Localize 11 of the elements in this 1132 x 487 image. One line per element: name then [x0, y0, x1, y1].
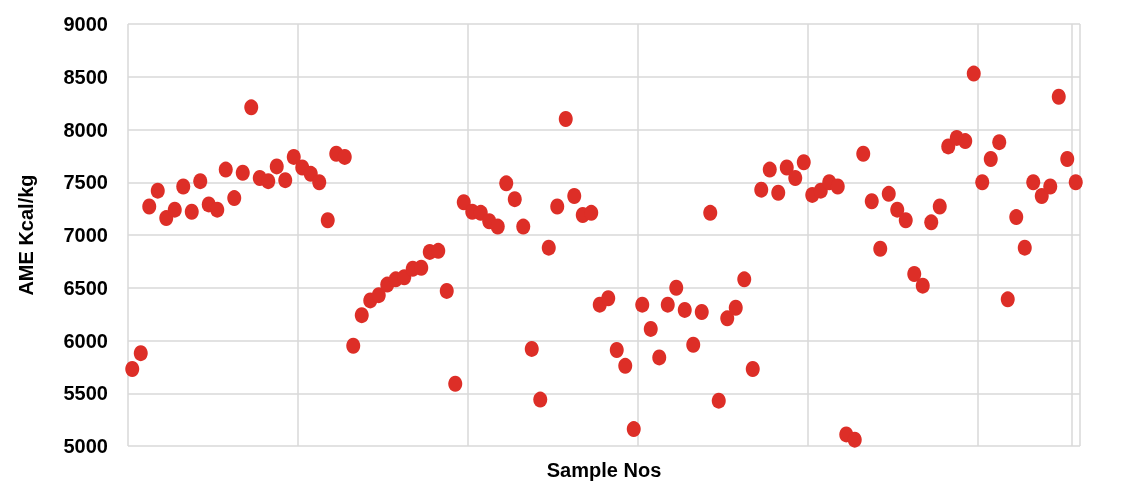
y-tick-label: 8000 [63, 118, 108, 141]
y-tick-label: 8500 [63, 65, 108, 88]
y-axis-title: AME Kcal/kg [15, 174, 37, 296]
y-tick-label: 5000 [63, 435, 108, 457]
y-tick-label: 6000 [63, 329, 108, 352]
x-axis-title: Sample Nos [546, 459, 662, 481]
y-tick-label: 6500 [63, 276, 108, 299]
y-tick-label: 9000 [63, 13, 108, 35]
y-tick-label: 7500 [63, 171, 108, 194]
y-tick-label: 5500 [63, 382, 108, 405]
y-tick-label: 7000 [63, 224, 108, 246]
